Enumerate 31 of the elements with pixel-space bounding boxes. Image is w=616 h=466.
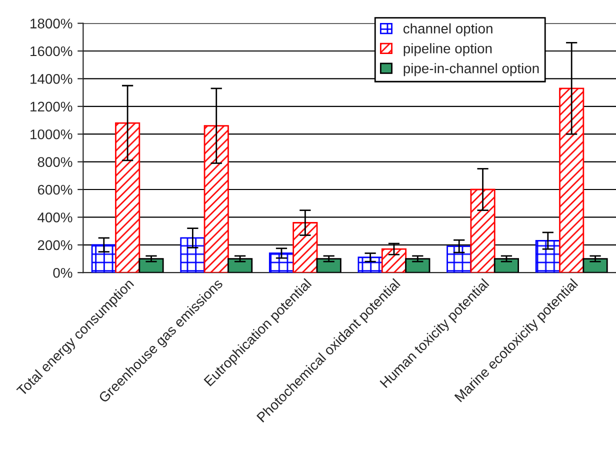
bar bbox=[582, 258, 608, 273]
bar bbox=[204, 125, 229, 273]
bar bbox=[470, 188, 496, 273]
bar bbox=[292, 222, 318, 273]
bar bbox=[138, 258, 164, 273]
y-tick-label: 0% bbox=[53, 268, 72, 278]
legend-label: pipeline option bbox=[404, 43, 492, 56]
bar bbox=[91, 244, 116, 273]
bar bbox=[494, 258, 520, 273]
y-tick-label: 1600% bbox=[30, 46, 72, 56]
bar bbox=[268, 252, 294, 273]
y-tick-label: 400% bbox=[38, 212, 72, 222]
bar bbox=[446, 246, 472, 273]
bar bbox=[535, 240, 560, 273]
bar bbox=[559, 88, 584, 273]
y-tick-label: 1200% bbox=[30, 102, 72, 112]
bar bbox=[358, 256, 383, 273]
bar bbox=[115, 122, 140, 273]
y-tick-label: 200% bbox=[38, 240, 72, 250]
y-tick-label: 1400% bbox=[30, 74, 72, 84]
legend-label: pipe-in-channel option bbox=[404, 63, 539, 76]
y-tick-label: 800% bbox=[38, 157, 72, 167]
legend-label: channel option bbox=[403, 23, 492, 36]
bar bbox=[405, 258, 430, 273]
y-tick-label: 1800% bbox=[30, 18, 72, 28]
bar bbox=[180, 237, 206, 273]
y-tick-label: 600% bbox=[38, 184, 72, 195]
bar bbox=[381, 248, 407, 273]
bar bbox=[228, 258, 253, 273]
bar bbox=[316, 258, 342, 273]
y-tick-label: 1000% bbox=[30, 129, 72, 140]
